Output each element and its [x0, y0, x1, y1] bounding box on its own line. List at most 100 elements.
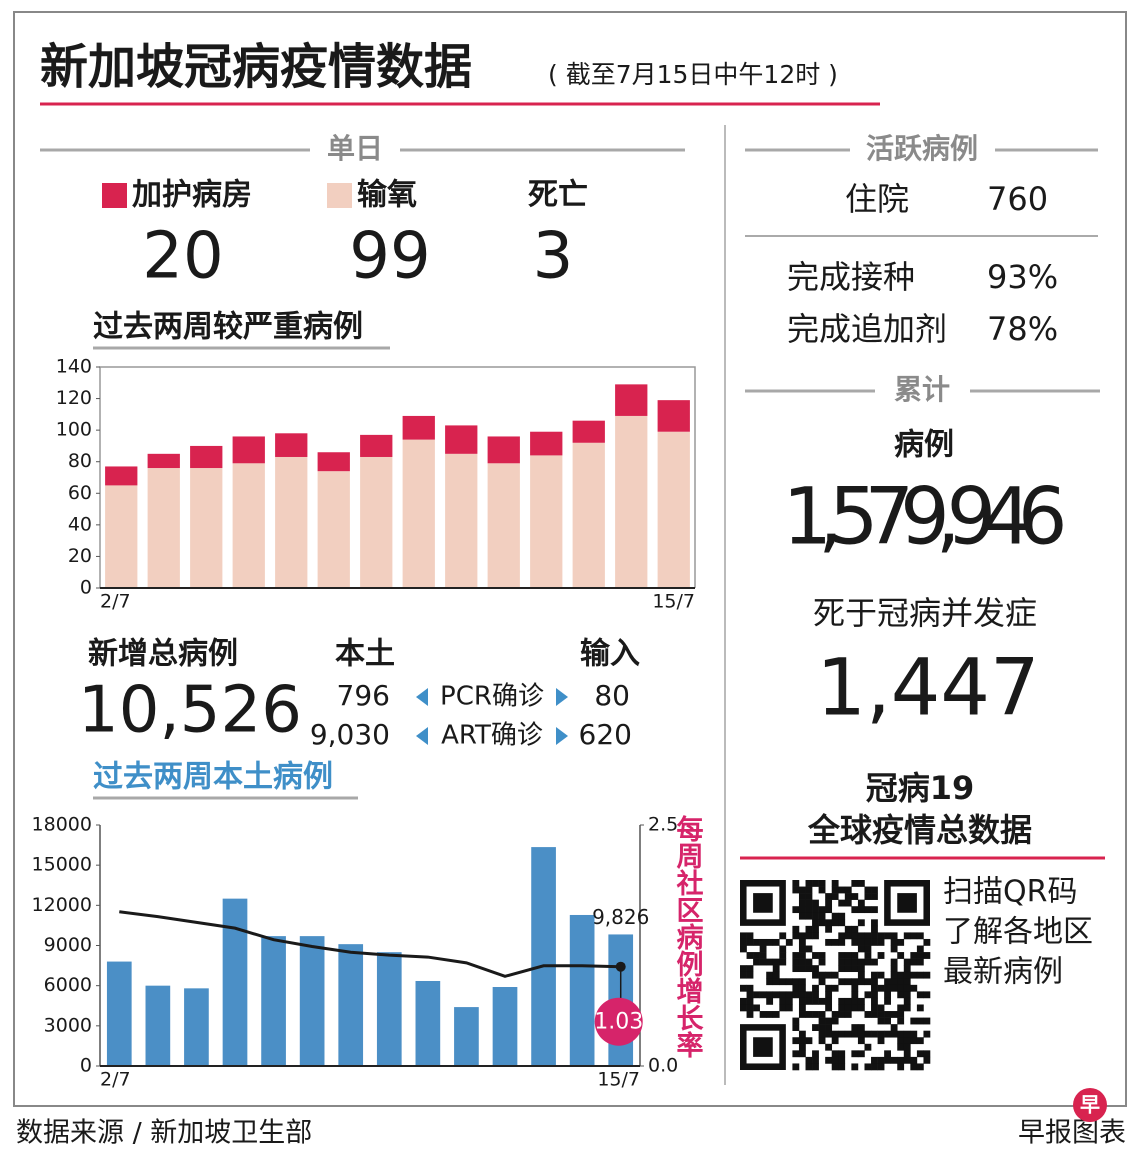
qr-cell: [877, 1011, 885, 1018]
stat-label: 死于冠病并发症: [813, 594, 1037, 632]
y-tick-label: 60: [68, 482, 92, 504]
bar-segment: [105, 485, 138, 588]
qr-cell: [831, 886, 839, 894]
qr-cell: [877, 1063, 885, 1071]
qr-cell: [792, 1037, 800, 1045]
qr-cell: [818, 1030, 826, 1038]
qr-cell: [910, 1037, 918, 1045]
qr-cell: [903, 1043, 911, 1051]
qr-cell: [903, 991, 911, 999]
qr-cell: [831, 1017, 839, 1025]
qr-cell: [831, 880, 839, 887]
qr-cell: [746, 991, 754, 999]
qr-cell: [746, 971, 754, 979]
logo-text: 早: [1080, 1093, 1100, 1117]
cell: 80: [594, 679, 630, 712]
qr-cell: [740, 965, 747, 973]
qr-cell: [857, 1050, 865, 1058]
qr-cell: [844, 952, 852, 959]
stat-label: 完成追加剂: [787, 310, 947, 348]
qr-cell: [785, 997, 793, 1005]
label-badge: [594, 997, 643, 1046]
qr-cell: [903, 1030, 911, 1038]
qr-cell: [910, 932, 918, 940]
bar: [145, 985, 171, 1066]
qr-cell: [818, 906, 826, 914]
qr-cell: [818, 971, 826, 979]
stat-value: 93%: [987, 258, 1058, 296]
qr-cell: [903, 978, 911, 986]
qr-cell: [857, 978, 865, 986]
qr-cell: [798, 1004, 806, 1012]
qr-cell: [838, 965, 846, 973]
qr-cell: [825, 919, 833, 927]
qr-cell: [838, 899, 846, 907]
qr-cell: [792, 965, 800, 973]
heading: 冠病19: [866, 769, 975, 807]
qr-cell: [910, 952, 918, 959]
qr-cell: [877, 1004, 885, 1012]
cell: 9,030: [310, 718, 390, 751]
bar-segment: [147, 468, 180, 588]
qr-cell: [753, 991, 760, 999]
qr-cell: [844, 978, 852, 986]
qr-cell: [903, 1050, 911, 1058]
qr-cell: [864, 991, 872, 999]
qr-cell: [916, 1037, 924, 1045]
bar-segment: [530, 431, 563, 456]
qr-cell: [851, 965, 859, 973]
qr-cell: [818, 919, 826, 927]
y-tick-label: 100: [56, 419, 92, 441]
qr-cell: [851, 984, 859, 992]
qr-cell: [818, 958, 826, 966]
qr-cell: [805, 906, 813, 914]
qr-cell: [857, 971, 865, 979]
qr-cell: [798, 1050, 806, 1058]
bar-segment: [445, 453, 478, 588]
qr-code[interactable]: [740, 880, 931, 1071]
qr-cell: [772, 1011, 780, 1018]
y-tick-label: 15000: [32, 854, 92, 876]
qr-cell: [910, 971, 918, 979]
qr-cell: [772, 978, 780, 986]
qr-cell: [857, 1037, 865, 1045]
qr-cell: [825, 893, 833, 900]
qr-cell: [812, 1063, 819, 1071]
bar-segment: [360, 434, 393, 457]
qr-cell: [766, 1011, 774, 1018]
qr-cell: [838, 1004, 846, 1012]
qr-cell: [838, 1050, 846, 1058]
qr-cell: [746, 984, 754, 992]
bar-segment: [572, 420, 605, 443]
qr-cell: [798, 1011, 806, 1018]
qr-cell: [785, 991, 793, 999]
qr-cell: [916, 932, 924, 940]
qr-cell: [864, 958, 872, 966]
qr-cell: [851, 932, 859, 940]
qr-cell: [798, 1030, 806, 1038]
qr-finder: [753, 1037, 773, 1057]
qr-cell: [792, 952, 800, 959]
qr-cell: [916, 1004, 924, 1012]
qr-cell: [890, 938, 898, 946]
qr-cell: [923, 1030, 931, 1038]
qr-cell: [805, 932, 813, 940]
stat-value: 10,526: [78, 674, 302, 748]
qr-cell: [798, 938, 806, 946]
y-tick-label: 18000: [32, 814, 92, 836]
qr-cell: [805, 925, 813, 933]
qr-cell: [825, 984, 833, 992]
stat-value: 3: [533, 220, 574, 294]
qr-cell: [831, 984, 839, 992]
arrow: [556, 727, 568, 745]
qr-cell: [877, 984, 885, 992]
qr-cell: [897, 991, 905, 999]
qr-cell: [798, 997, 806, 1005]
qr-cell: [779, 932, 787, 940]
qr-cell: [792, 886, 800, 894]
qr-cell: [825, 899, 833, 907]
qr-cell: [772, 965, 780, 973]
y2-axis-label: 每周社区病例增长率: [672, 814, 704, 1058]
qr-cell: [805, 965, 813, 973]
qr-cell: [812, 1050, 819, 1058]
